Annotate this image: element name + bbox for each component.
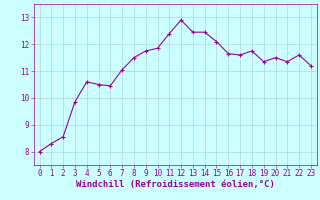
X-axis label: Windchill (Refroidissement éolien,°C): Windchill (Refroidissement éolien,°C) [76, 180, 275, 189]
